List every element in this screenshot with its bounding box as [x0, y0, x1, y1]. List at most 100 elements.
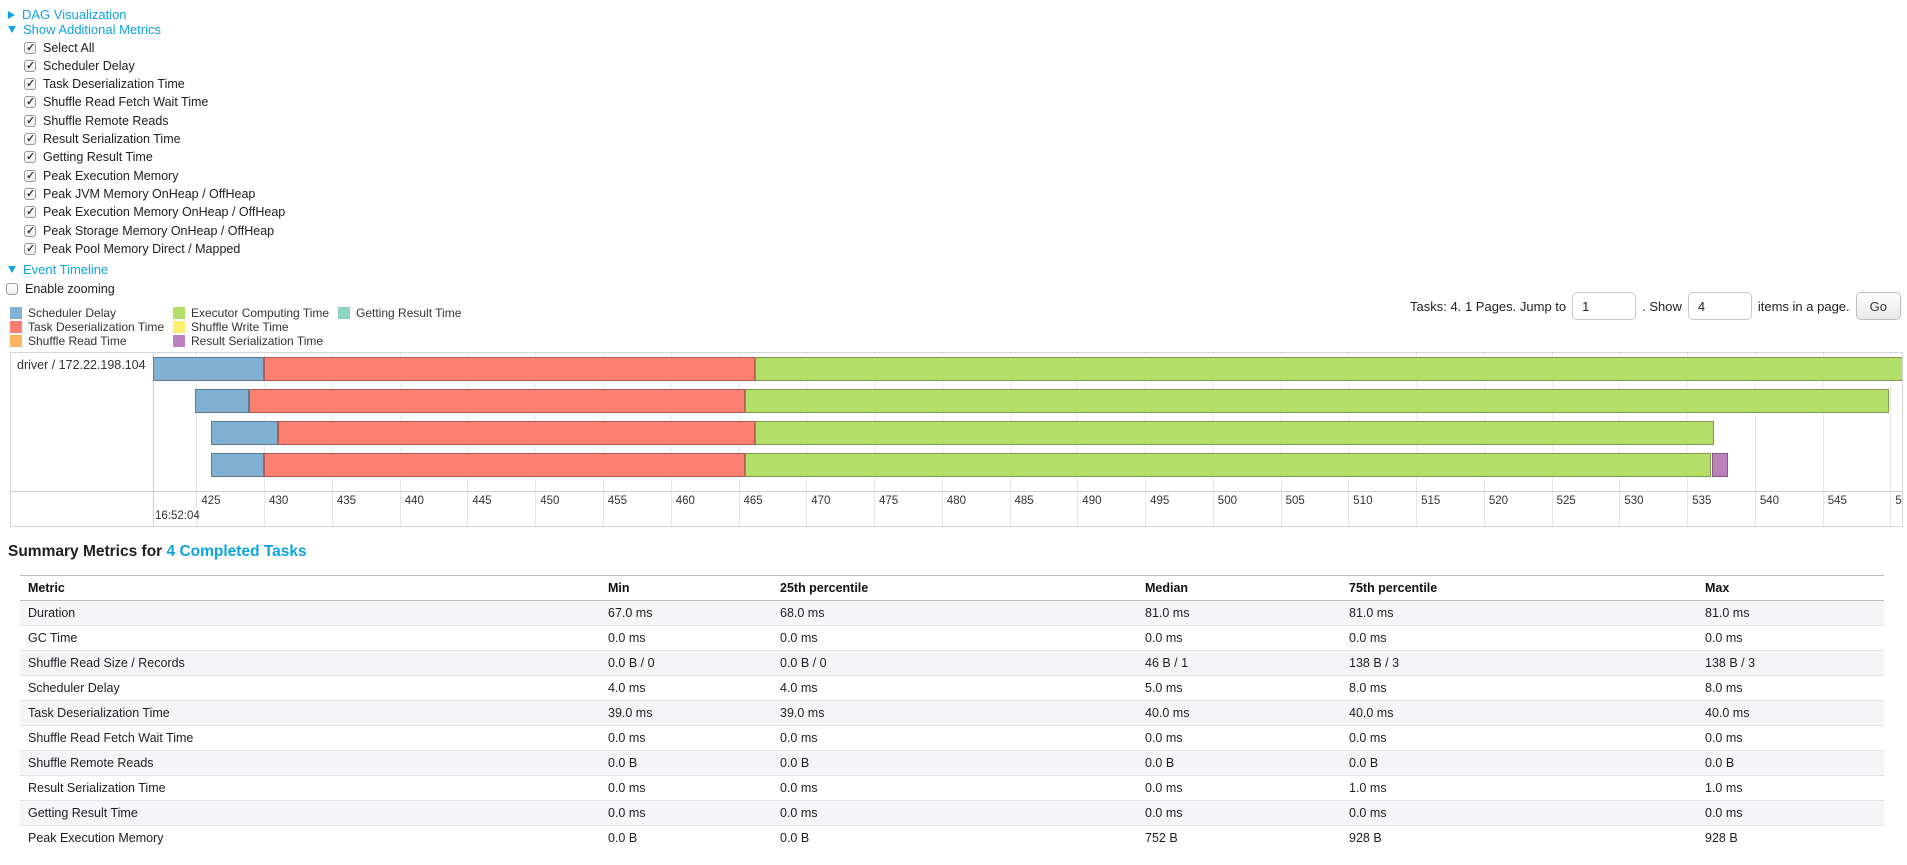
metric-checkbox-getting-result-time[interactable]: Getting Result Time — [24, 150, 153, 165]
task-bar-segment-result-serialization[interactable] — [1711, 453, 1728, 477]
checkbox-label: Peak Pool Memory Direct / Mapped — [43, 241, 241, 256]
checkbox-icon[interactable] — [24, 77, 36, 91]
checkbox-icon[interactable] — [6, 282, 18, 295]
metric-name-cell: Task Deserialization Time — [20, 700, 600, 726]
checkbox-icon[interactable] — [24, 242, 36, 255]
legend-item-scheduler-delay: Scheduler Delay — [10, 306, 116, 320]
table-row: Duration 67.0 ms 68.0 ms 81.0 ms 81.0 ms 81.0… — [20, 600, 1884, 626]
task-bar-segment-executor-computing[interactable] — [754, 421, 1715, 445]
expanded-arrow-icon — [8, 266, 16, 273]
pagination-suffix: items in a page. — [1757, 298, 1850, 314]
show-additional-metrics-toggle[interactable]: Show Additional Metrics — [8, 22, 161, 37]
metric-checkbox-peak-jvm-memory-onheap-offheap[interactable]: Peak JVM Memory OnHeap / OffHeap — [24, 186, 255, 201]
axis-tick-label: 510 — [1353, 495, 1373, 507]
metric-checkbox-scheduler-delay[interactable]: Scheduler Delay — [24, 58, 135, 73]
metric-value-cell: 928 B — [1341, 825, 1697, 851]
metric-checkbox-select-all[interactable]: Select All — [24, 40, 94, 55]
summary-metrics-heading: Summary Metrics for 4 Completed Tasks — [8, 543, 307, 561]
task-bar-segment-scheduler-delay[interactable] — [153, 357, 265, 381]
task-bar-segment-task-deserialization[interactable] — [277, 421, 755, 445]
legend-label: Result Serialization Time — [191, 333, 324, 348]
legend-item-shuffle-read: Shuffle Read Time — [10, 334, 127, 348]
task-bar-segment-executor-computing[interactable] — [745, 389, 1889, 413]
metric-name-cell: Getting Result Time — [20, 800, 600, 826]
pagination-prefix: Tasks: 4. 1 Pages. Jump to — [1410, 298, 1567, 314]
metric-value-cell: 4.0 ms — [600, 675, 772, 701]
table-row: Shuffle Read Fetch Wait Time 0.0 ms 0.0 ms… — [20, 725, 1884, 751]
metric-value-cell: 81.0 ms — [1697, 600, 1884, 626]
metric-value-cell: 0.0 ms — [1341, 625, 1697, 651]
checkbox-icon[interactable] — [24, 132, 36, 145]
metric-checkbox-shuffle-read-fetch-wait-time[interactable]: Shuffle Read Fetch Wait Time — [24, 95, 208, 110]
metric-value-cell: 0.0 B — [600, 825, 772, 851]
checkbox-icon[interactable] — [24, 95, 36, 109]
legend-item-executor-computing: Executor Computing Time — [173, 306, 329, 320]
event-timeline-toggle[interactable]: Event Timeline — [8, 262, 108, 277]
checkbox-icon[interactable] — [24, 114, 36, 127]
metric-checkbox-peak-execution-memory-onheap-offheap[interactable]: Peak Execution Memory OnHeap / OffHeap — [24, 205, 285, 220]
checkbox-label: Shuffle Read Fetch Wait Time — [43, 95, 209, 110]
collapsed-arrow-icon — [8, 10, 15, 19]
axis-tick-label: 545 — [1827, 495, 1847, 507]
summary-metrics-table: Metric Min 25th percentile Median 75th perce… — [20, 575, 1884, 851]
axis-tick-label: 465 — [743, 495, 763, 507]
metric-value-cell: 0.0 ms — [1697, 800, 1884, 826]
summary-heading-prefix: Summary Metrics for — [8, 543, 163, 560]
axis-major-time-label: 16:52:04 — [155, 510, 200, 522]
go-button[interactable]: Go — [1855, 292, 1901, 320]
metric-value-cell: 1.0 ms — [1697, 775, 1884, 801]
task-bar-segment-scheduler-delay[interactable] — [211, 421, 278, 445]
metric-value-cell: 0.0 B — [772, 825, 1137, 851]
checkbox-label: Peak Storage Memory OnHeap / OffHeap — [43, 223, 275, 238]
checkbox-icon[interactable] — [24, 59, 36, 72]
completed-tasks-link[interactable]: 4 Completed Tasks — [166, 543, 307, 560]
jump-to-page-input[interactable] — [1572, 292, 1637, 320]
metric-value-cell: 68.0 ms — [772, 600, 1137, 626]
checkbox-icon[interactable] — [24, 187, 36, 200]
legend-swatch-icon — [10, 320, 22, 333]
metric-checkbox-peak-execution-memory[interactable]: Peak Execution Memory — [24, 168, 178, 183]
metric-value-cell: 1.0 ms — [1341, 775, 1697, 801]
legend-swatch-icon — [338, 306, 350, 319]
metric-name-cell: Result Serialization Time — [20, 775, 600, 801]
task-bar-segment-executor-computing[interactable] — [754, 357, 1902, 381]
metric-checkbox-peak-pool-memory-direct-mapped[interactable]: Peak Pool Memory Direct / Mapped — [24, 241, 240, 256]
task-bar-segment-task-deserialization[interactable] — [249, 389, 746, 413]
axis-tick-label: 490 — [1082, 495, 1102, 507]
task-bar-segment-executor-computing[interactable] — [745, 453, 1712, 477]
task-bar-segment-scheduler-delay[interactable] — [195, 389, 250, 413]
metric-value-cell: 40.0 ms — [1341, 700, 1697, 726]
checkbox-icon[interactable] — [24, 224, 36, 237]
axis-tick-label: 485 — [1014, 495, 1034, 507]
metric-name-cell: Shuffle Remote Reads — [20, 750, 600, 776]
metric-name-cell: Duration — [20, 600, 600, 626]
gridline — [1822, 353, 1824, 526]
legend-label: Task Deserialization Time — [28, 319, 165, 334]
axis-tick-label: 475 — [879, 495, 899, 507]
dag-visualization-toggle[interactable]: DAG Visualization — [8, 7, 127, 22]
metric-checkbox-peak-storage-memory-onheap-offheap[interactable]: Peak Storage Memory OnHeap / OffHeap — [24, 223, 274, 238]
axis-tick-label: 440 — [404, 495, 424, 507]
metric-checkbox-task-deserialization-time[interactable]: Task Deserialization Time — [24, 77, 185, 92]
table-row: Result Serialization Time 0.0 ms 0.0 ms 0.0… — [20, 775, 1884, 801]
task-bar-segment-task-deserialization[interactable] — [264, 453, 746, 477]
show-additional-metrics-label: Show Additional Metrics — [23, 22, 162, 37]
task-bar-segment-task-deserialization[interactable] — [264, 357, 755, 381]
checkbox-icon[interactable] — [24, 169, 36, 182]
items-per-page-input[interactable] — [1687, 292, 1752, 320]
metric-checkbox-shuffle-remote-reads[interactable]: Shuffle Remote Reads — [24, 113, 169, 128]
metric-value-cell: 138 B / 3 — [1697, 650, 1884, 676]
metric-checkbox-result-serialization-time[interactable]: Result Serialization Time — [24, 132, 181, 147]
checkbox-icon[interactable] — [24, 205, 36, 219]
metric-value-cell: 67.0 ms — [600, 600, 772, 626]
metric-value-cell: 46 B / 1 — [1137, 650, 1341, 676]
task-bar-segment-scheduler-delay[interactable] — [211, 453, 265, 477]
metric-value-cell: 0.0 B — [772, 750, 1137, 776]
table-row: Peak Execution Memory 0.0 B 0.0 B 752 B 928 … — [20, 825, 1884, 851]
checkbox-icon[interactable] — [24, 41, 36, 54]
enable-zooming-checkbox[interactable]: Enable zooming — [6, 281, 115, 296]
legend-item-result-serialization: Result Serialization Time — [173, 333, 324, 348]
metric-value-cell: 81.0 ms — [1341, 600, 1697, 626]
checkbox-icon[interactable] — [24, 150, 36, 164]
axis-tick-label: 505 — [1285, 495, 1305, 507]
